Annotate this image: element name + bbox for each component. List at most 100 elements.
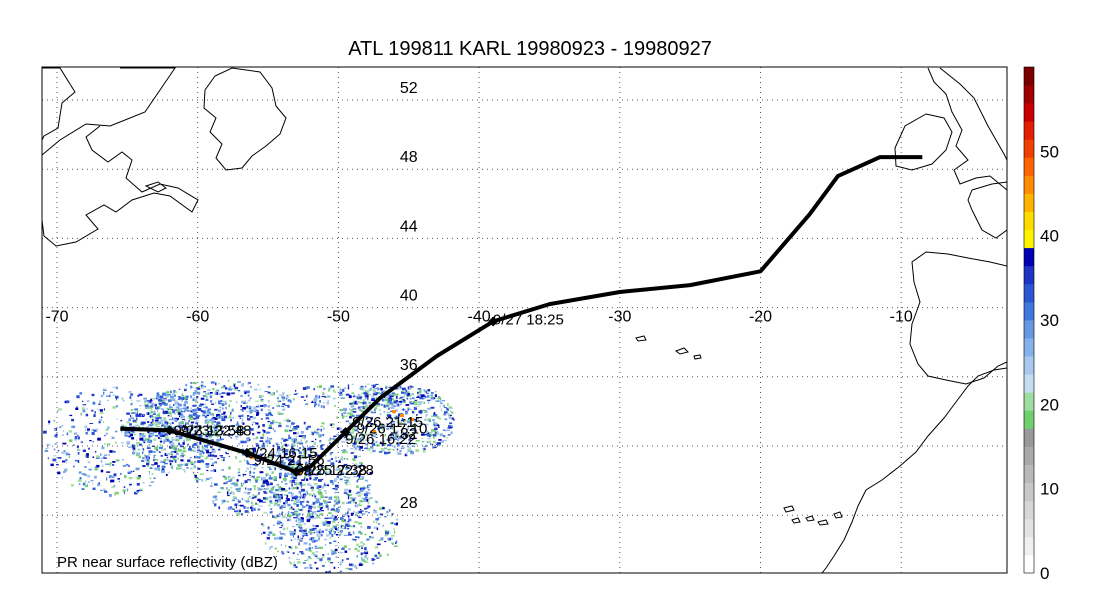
radar-pixel bbox=[235, 427, 238, 430]
radar-pixel bbox=[282, 450, 285, 453]
radar-pixel bbox=[310, 517, 312, 521]
radar-pixel bbox=[268, 412, 272, 415]
radar-pixel bbox=[165, 436, 169, 439]
radar-pixel bbox=[311, 400, 313, 403]
radar-pixel bbox=[292, 449, 296, 452]
radar-pixel bbox=[442, 404, 446, 408]
radar-pixel bbox=[333, 510, 337, 512]
radar-pixel bbox=[164, 433, 168, 436]
radar-pixel bbox=[238, 487, 241, 490]
radar-pixel bbox=[130, 470, 132, 473]
radar-pixel bbox=[85, 480, 87, 483]
radar-pixel bbox=[134, 408, 139, 411]
radar-pixel bbox=[249, 411, 253, 414]
radar-pixel bbox=[152, 439, 157, 441]
radar-pixel bbox=[247, 399, 251, 402]
radar-pixel bbox=[214, 408, 218, 411]
radar-pixel bbox=[358, 502, 361, 506]
radar-pixel bbox=[385, 385, 388, 389]
radar-pixel bbox=[318, 546, 323, 549]
radar-pixel bbox=[263, 429, 266, 433]
radar-pixel bbox=[249, 470, 252, 474]
radar-pixel bbox=[413, 418, 417, 421]
radar-pixel bbox=[434, 427, 438, 431]
radar-pixel bbox=[76, 406, 78, 408]
radar-pixel bbox=[437, 397, 441, 400]
radar-pixel bbox=[262, 531, 266, 534]
radar-pixel bbox=[423, 446, 427, 448]
radar-pixel bbox=[314, 396, 319, 400]
radar-pixel bbox=[350, 452, 354, 454]
radar-pixel bbox=[123, 425, 127, 427]
radar-pixel bbox=[265, 481, 270, 484]
radar-pixel bbox=[387, 414, 391, 417]
radar-pixel bbox=[389, 433, 393, 437]
radar-pixel bbox=[253, 388, 258, 391]
radar-pixel bbox=[340, 517, 344, 519]
radar-pixel bbox=[334, 548, 338, 552]
radar-pixel bbox=[435, 394, 437, 398]
radar-pixel bbox=[216, 392, 219, 395]
radar-pixel bbox=[153, 459, 155, 462]
radar-pixel bbox=[392, 449, 395, 451]
radar-pixel bbox=[444, 411, 448, 414]
radar-pixel bbox=[341, 548, 345, 550]
radar-pixel bbox=[358, 408, 361, 410]
radar-pixel bbox=[395, 518, 399, 521]
radar-pixel bbox=[427, 389, 431, 392]
radar-pixel bbox=[321, 504, 324, 508]
radar-pixel bbox=[179, 444, 182, 447]
radar-pixel bbox=[202, 384, 205, 387]
radar-pixel bbox=[325, 492, 327, 494]
radar-pixel bbox=[296, 482, 300, 486]
radar-pixel bbox=[290, 471, 293, 474]
radar-pixel bbox=[174, 419, 178, 422]
radar-pixel bbox=[323, 471, 328, 473]
radar-pixel bbox=[450, 431, 453, 435]
radar-pixel bbox=[126, 434, 129, 437]
radar-pixel bbox=[111, 476, 115, 478]
radar-pixel bbox=[133, 448, 135, 452]
radar-pixel bbox=[448, 407, 451, 409]
radar-pixel bbox=[277, 520, 281, 524]
radar-pixel bbox=[316, 432, 320, 435]
radar-pixel bbox=[386, 400, 389, 404]
radar-pixel bbox=[289, 562, 293, 565]
radar-pixel bbox=[136, 410, 139, 414]
radar-pixel bbox=[145, 400, 147, 402]
latitude-tick-label: 36 bbox=[400, 357, 418, 374]
radar-pixel bbox=[148, 415, 150, 417]
radar-pixel bbox=[378, 392, 380, 395]
radar-pixel bbox=[417, 388, 422, 390]
radar-pixel bbox=[365, 439, 370, 441]
radar-pixel bbox=[396, 449, 398, 453]
radar-pixel bbox=[161, 469, 165, 472]
radar-pixel bbox=[331, 550, 336, 553]
radar-pixel bbox=[421, 438, 424, 440]
radar-pixel bbox=[276, 522, 281, 525]
radar-pixel bbox=[134, 445, 137, 448]
radar-pixel bbox=[189, 457, 192, 459]
radar-pixel bbox=[128, 446, 131, 448]
radar-pixel bbox=[310, 448, 314, 450]
radar-pixel bbox=[351, 436, 354, 438]
radar-pixel bbox=[388, 508, 390, 511]
radar-pixel bbox=[256, 412, 260, 415]
radar-pixel bbox=[261, 476, 266, 480]
radar-pixel bbox=[269, 496, 272, 500]
radar-pixel bbox=[199, 452, 202, 456]
radar-pixel bbox=[274, 467, 276, 471]
radar-pixel bbox=[354, 394, 355, 397]
radar-pixel bbox=[336, 386, 340, 388]
radar-pixel bbox=[334, 545, 338, 546]
radar-pixel bbox=[262, 424, 265, 427]
radar-pixel bbox=[159, 434, 163, 437]
radar-pixel bbox=[348, 563, 353, 566]
radar-pixel bbox=[384, 534, 388, 537]
radar-pixel bbox=[148, 433, 151, 437]
radar-pixel bbox=[194, 447, 196, 449]
radar-pixel bbox=[279, 474, 281, 477]
radar-pixel bbox=[147, 465, 150, 467]
radar-pixel bbox=[92, 441, 94, 443]
africa-coastline bbox=[821, 367, 1007, 573]
